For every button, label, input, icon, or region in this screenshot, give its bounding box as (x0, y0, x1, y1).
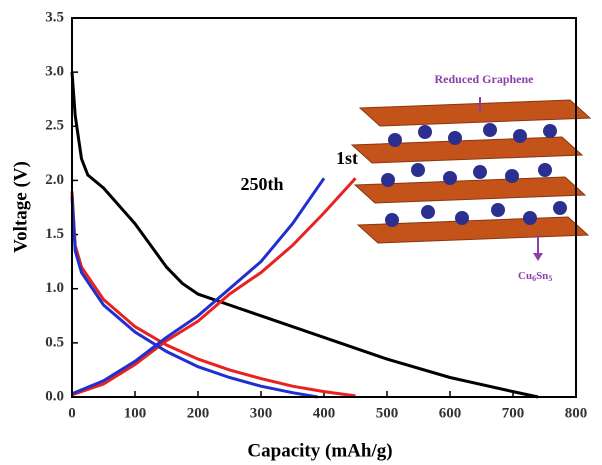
data-line (70, 191, 356, 398)
annotation: 1st (336, 148, 358, 168)
x-tick-label: 0 (68, 405, 76, 421)
data-line (71, 177, 357, 397)
annotation: 250th (240, 174, 283, 194)
x-axis-label: Capacity (mAh/g) (247, 440, 392, 461)
x-tick-label: 700 (502, 405, 525, 421)
x-tick-label: 300 (250, 405, 273, 421)
data-line (71, 177, 326, 396)
y-tick-label: 1.5 (45, 226, 64, 242)
x-tick-label: 200 (187, 405, 210, 421)
graphene-sheet (350, 136, 584, 164)
graphene-sheet (353, 176, 587, 204)
x-tick-label: 600 (439, 405, 462, 421)
inset-top-label: Reduced Graphene (435, 72, 535, 86)
y-tick-label: 1.0 (45, 280, 64, 296)
y-tick-label: 2.5 (45, 118, 64, 134)
data-line (70, 71, 539, 399)
inset-bottom-label: Cu6Sn5 (518, 270, 552, 283)
data-line (70, 196, 318, 399)
inset: Reduced Graphene Cu6Sn5 (350, 72, 592, 283)
y-tick-label: 0.5 (45, 334, 64, 350)
graphene-sheet (358, 99, 592, 127)
y-tick-label: 3.0 (45, 64, 64, 80)
x-tick-label: 400 (313, 405, 336, 421)
x-tick-label: 500 (376, 405, 399, 421)
x-tick-label: 100 (124, 405, 147, 421)
y-tick-label: 0.0 (45, 388, 64, 404)
y-tick-label: 3.5 (45, 9, 64, 25)
y-axis-label: Voltage (V) (10, 161, 31, 253)
y-tick-label: 2.0 (45, 172, 64, 188)
plot-frame (71, 17, 577, 398)
x-tick-label: 800 (565, 405, 588, 421)
